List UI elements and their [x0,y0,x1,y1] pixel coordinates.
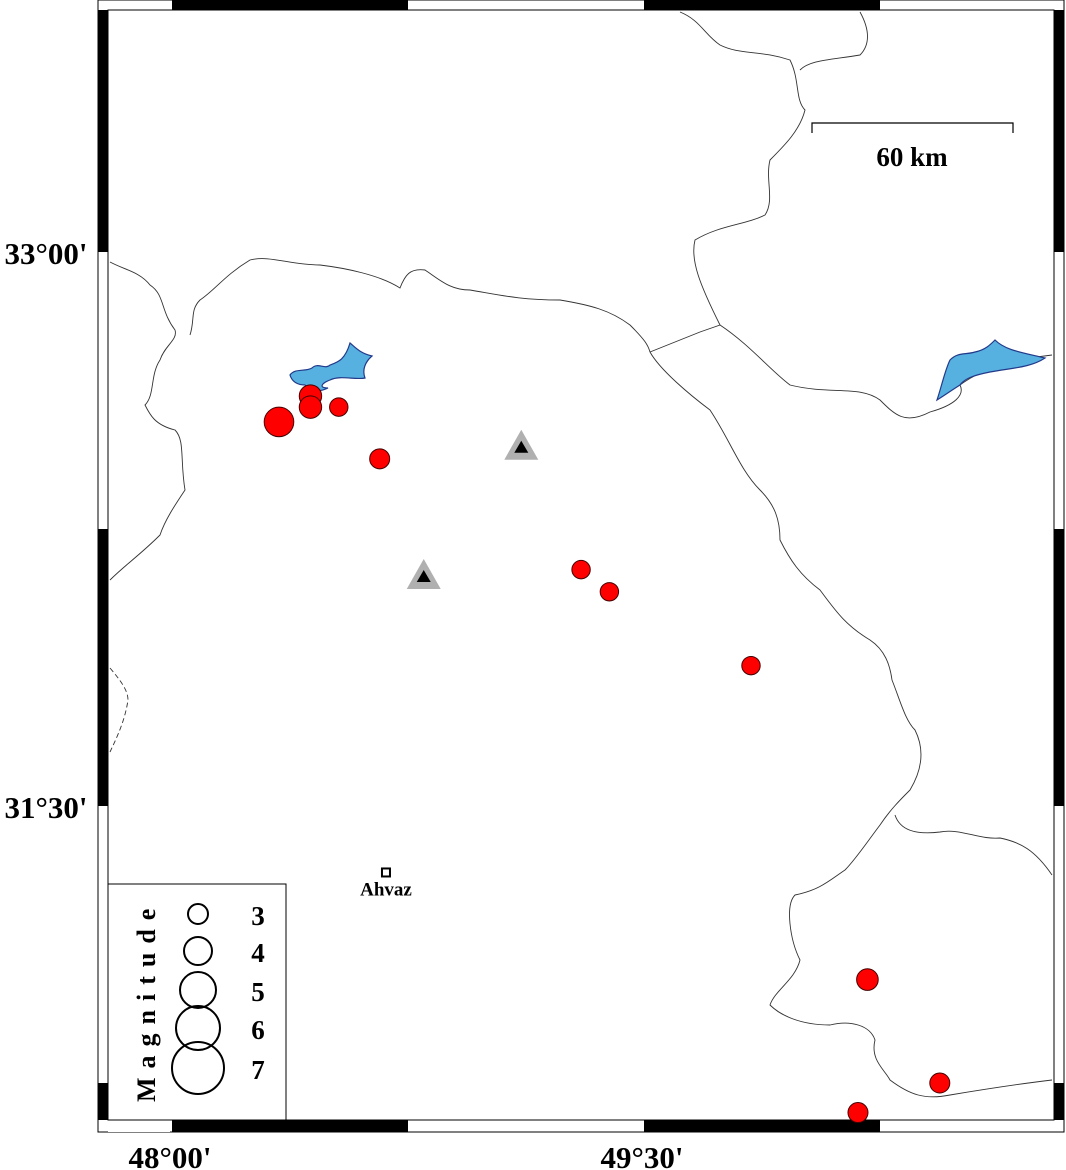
frame-segment [98,1083,108,1120]
frame-segment [644,0,880,10]
earthquake-event[interactable] [856,968,879,991]
frame-segment [1054,1083,1064,1120]
reservoir-lake [289,341,374,392]
earthquake-event[interactable] [929,1072,951,1094]
earthquake-event[interactable] [329,397,349,417]
frame-segment [98,10,108,252]
earthquake-event[interactable] [571,559,591,580]
earthquake-event[interactable] [263,406,295,438]
earthquake-event[interactable] [369,448,391,470]
frame-segment [98,529,108,806]
border-line [649,11,806,353]
legend-circle [175,1005,221,1051]
earthquake-event[interactable] [599,582,620,602]
border-line [189,258,1053,1098]
legend-label: 4 [251,938,265,968]
map-frame [97,0,1065,1133]
lon-tick-label: 49°30' [600,1140,683,1170]
border-line [799,11,868,71]
legend-circle [187,903,209,925]
city-square-icon [380,867,391,878]
scale-bar: 60 km [811,122,1014,172]
frame-segment [172,0,408,10]
legend-circle [179,971,217,1009]
legend-label: 6 [251,1015,265,1045]
earthquake-event[interactable] [298,395,323,419]
scale-bar-label: 60 km [876,142,948,172]
earthquake-events [263,384,951,1124]
lat-tick-label: 31°30' [4,790,87,825]
scale-bar-line [811,122,1014,133]
seismic-stations [406,429,539,590]
lat-tick-label: 33°00' [4,236,87,271]
province-border [109,667,129,753]
frame-segment [644,1120,880,1132]
reservoir-lake [935,339,1047,402]
frame-segment [108,1120,170,1132]
cities: Ahvaz [360,867,412,900]
border-line [109,261,186,581]
earthquake-event[interactable] [741,655,761,676]
borders-and-rivers [109,11,1053,1098]
legend-label: 3 [251,901,265,931]
earthquake-event[interactable] [847,1102,869,1124]
legend-label: 5 [251,977,265,1007]
lon-tick-label: 48°00' [128,1140,211,1170]
frame-segment [172,1120,408,1132]
legend-label: 7 [251,1055,265,1085]
frame-segment [1054,10,1064,252]
station-triangle-icon[interactable] [504,429,539,460]
legend: Magnitude 3 4 5 6 7 [107,883,287,1121]
border-line [719,324,1053,419]
city-label: Ahvaz [360,879,412,900]
border-line [894,814,1053,876]
legend-circle [183,936,213,966]
legend-circle [171,1041,225,1095]
frame-segment [1054,529,1064,806]
station-triangle-icon[interactable] [406,559,441,590]
legend-title: Magnitude [132,900,161,1102]
